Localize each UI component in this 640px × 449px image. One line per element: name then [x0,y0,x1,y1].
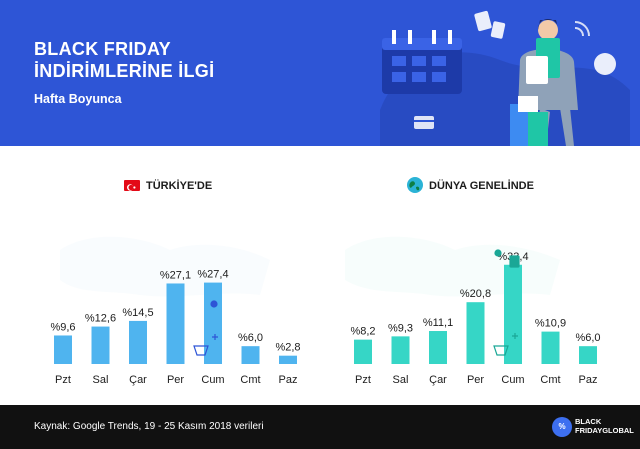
turkey-category-label: Çar [129,374,147,386]
turkey-data-label: %9,6 [50,321,75,333]
world-data-label: %6,0 [575,332,600,344]
turkey-data-label: %12,6 [85,313,116,325]
world-bar-Pzt [354,339,372,364]
turkey-bar-chart: %9,6 Pzt %12,6 Sal %14,5 Çar %27,1 Per %27,4 Cum%… [50,269,300,386]
world-category-label: Sal [393,374,409,386]
world-data-label: %10,9 [535,318,566,330]
header-subtitle: Hafta Boyunca [34,92,122,106]
turkey-data-label: %27,1 [160,269,191,281]
turkey-category-label: Cmt [240,374,260,386]
world-bar-Sal [391,336,410,364]
world-category-label: Per [467,374,484,386]
turkey-bar-Çar [129,320,147,364]
charts-canvas: %9,6 Pzt %12,6 Sal %14,5 Çar %27,1 Per %27,4 Cum%… [50,236,601,386]
turkey-bar-Per [166,283,185,364]
world-data-label: %11,1 [423,317,453,329]
world-bar-Cmt [541,331,560,364]
turkey-flag-icon [124,180,140,191]
title-line-1: BLACK FRIDAY [34,39,171,59]
blackfriday-logo-icon: % [552,417,572,437]
world-data-label: %8,2 [350,326,375,338]
world-bar-Per [466,302,485,364]
turkey-data-label: %27,4 [197,269,228,281]
world-category-label: Cmt [540,374,560,386]
turkey-category-label: Sal [93,374,109,386]
turkey-bar-Cum [204,282,222,364]
world-data-label: %20,8 [460,288,491,300]
world-bar-Çar [429,331,447,364]
world-category-label: Paz [579,374,598,386]
turkey-category-label: Per [167,374,184,386]
world-category-label: Cum [501,374,524,386]
turkey-bar-Paz [279,355,297,364]
header-banner: BLACK FRIDAY İNDİRİMLERİNE İLGİ Hafta Bo… [0,0,640,146]
footer-bar: Kaynak: Google Trends, 19 - 25 Kasım 201… [0,405,640,449]
source-note: Kaynak: Google Trends, 19 - 25 Kasım 201… [34,421,264,432]
turkey-category-label: Paz [279,374,298,386]
header-title: BLACK FRIDAY İNDİRİMLERİNE İLGİ [34,38,214,82]
logo-line-1: BLACK [575,417,602,426]
turkey-bar-Cmt [241,346,260,364]
logo-line-2: FRIDAYGLOBAL [575,426,634,435]
world-category-label: Çar [429,374,447,386]
turkey-data-label: %6,0 [238,332,263,344]
bag-decor-right [493,249,520,356]
turkey-bar-Sal [91,326,110,364]
turkey-data-label: %14,5 [122,307,153,319]
world-map-bg-left [60,236,270,297]
credit-card-icon [414,116,434,129]
blackfriday-logo-text: BLACK FRIDAYGLOBAL [575,417,635,435]
basket-decor-left [193,300,218,356]
turkey-data-label: %2,8 [275,342,300,354]
world-bar-Cum [504,264,522,364]
turkey-bar-Pzt [54,335,72,364]
percent-badge-icon [594,53,616,75]
turkey-category-label: Cum [201,374,224,386]
world-chart-title: DÜNYA GENELİNDE [429,180,534,192]
turkey-chart-title: TÜRKİYE'DE [146,180,213,192]
world-map-bg-right [345,236,560,297]
globe-icon [407,177,423,193]
shopping-illustration [380,10,630,146]
title-line-2: İNDİRİMLERİNE İLGİ [34,61,215,81]
world-data-label: %9,3 [388,322,413,334]
world-bar-Paz [579,346,597,364]
world-category-label: Pzt [355,374,371,386]
turkey-category-label: Pzt [55,374,71,386]
